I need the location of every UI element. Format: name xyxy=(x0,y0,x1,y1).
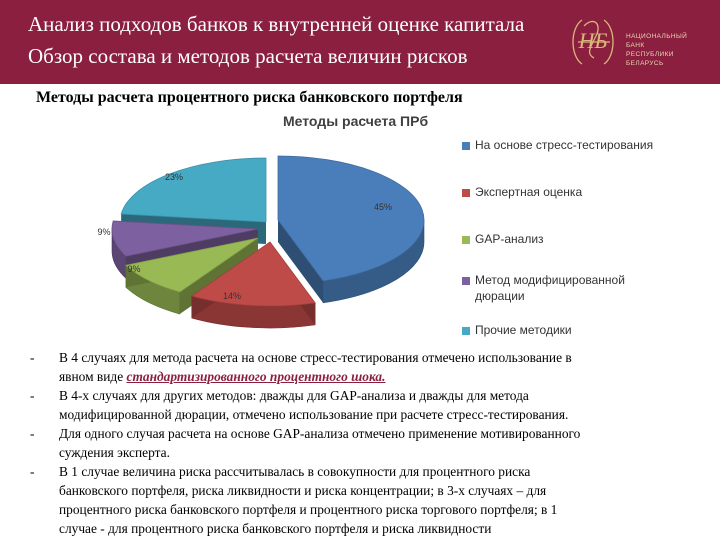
logo-text-line-2: БАНК xyxy=(626,42,645,49)
bullet-item: - В 4-х случаях для других методов: дваж… xyxy=(30,386,700,424)
pie-data-label: 9% xyxy=(127,264,140,274)
logo-monogram: НБ xyxy=(578,28,608,53)
bullet-line: суждения эксперта. xyxy=(59,445,170,460)
slide-title-line-2: Обзор состава и методов расчета величин … xyxy=(28,44,468,68)
bullet-line: модифицированной дюрации, отмечено испол… xyxy=(59,407,569,422)
bullet-dash: - xyxy=(30,388,35,403)
section-title: Методы расчета процентного риска банковс… xyxy=(36,89,463,106)
pie-slice xyxy=(190,241,316,329)
pie-data-label: 23% xyxy=(165,172,183,182)
bullet-dash: - xyxy=(30,426,35,441)
legend-swatch xyxy=(462,142,470,150)
bullet-line: банковского портфеля, риска ликвидности … xyxy=(59,483,547,498)
bullet-list: - В 4 случаях для метода расчета на осно… xyxy=(30,348,700,538)
bank-logo-icon: НБ xyxy=(572,19,614,65)
legend-swatch xyxy=(462,189,470,197)
pie-slice-top xyxy=(190,241,316,307)
pie-data-label: 45% xyxy=(374,202,392,212)
legend-label: Метод модифицированной xyxy=(475,273,625,287)
pie-slice-top xyxy=(277,155,425,282)
legend-label-line-2: дюрации xyxy=(475,289,525,303)
legend-swatch xyxy=(462,236,470,244)
bullet-line: В 4-х случаях для других методов: дважды… xyxy=(59,388,529,403)
bullet-line: случае - для процентного риска банковско… xyxy=(59,521,492,536)
pie-slice-top xyxy=(120,157,267,223)
logo-text-line-1: НАЦИОНАЛЬНЫЙ xyxy=(626,33,688,40)
bullet-item: - В 1 случае величина риска рассчитывала… xyxy=(30,462,700,538)
legend-swatch xyxy=(462,277,470,285)
bullet-line: процентного риска банковского портфеля и… xyxy=(59,502,558,517)
logo-text-line-3: РЕСПУБЛИКИ xyxy=(626,51,674,58)
legend-swatch xyxy=(462,327,470,335)
legend-label: На основе стресс-тестирования xyxy=(475,138,654,152)
highlighted-term: стандартизированного процентного шока. xyxy=(126,369,386,384)
bullet-text: явном виде xyxy=(59,369,127,384)
bullet-line: В 4 случаях для метода расчета на основе… xyxy=(59,350,572,365)
slide-header: Анализ подходов банков к внутренней оцен… xyxy=(0,0,720,84)
logo-text-line-4: БЕЛАРУСЬ xyxy=(626,60,664,67)
slide-title-line-1: Анализ подходов банков к внутренней оцен… xyxy=(28,12,525,36)
bullet-dash: - xyxy=(30,350,35,365)
bullet-item: - В 4 случаях для метода расчета на осно… xyxy=(30,348,700,386)
pie-data-label: 9% xyxy=(97,227,110,237)
bullet-line: В 1 случае величина риска рассчитывалась… xyxy=(59,464,531,479)
bullet-line: явном виде стандартизированного процентн… xyxy=(59,367,700,386)
pie-chart: 45% 14% 9% 9% 23% xyxy=(97,155,425,329)
bullet-line: Для одного случая расчета на основе GAP-… xyxy=(59,426,581,441)
bullet-dash: - xyxy=(30,464,35,479)
legend-label: GAP-анализ xyxy=(475,232,544,246)
legend-label: Экспертная оценка xyxy=(475,185,583,199)
pie-slice-top xyxy=(111,220,259,257)
legend-label: Прочие методики xyxy=(475,323,572,337)
pie-slice-cut xyxy=(278,220,324,303)
pie-slice xyxy=(277,155,425,304)
pie-data-label: 14% xyxy=(223,291,241,301)
pie-slice-top xyxy=(125,237,259,293)
bullet-item: - Для одного случая расчета на основе GA… xyxy=(30,424,700,462)
chart-title: Методы расчета ПРб xyxy=(283,113,429,129)
